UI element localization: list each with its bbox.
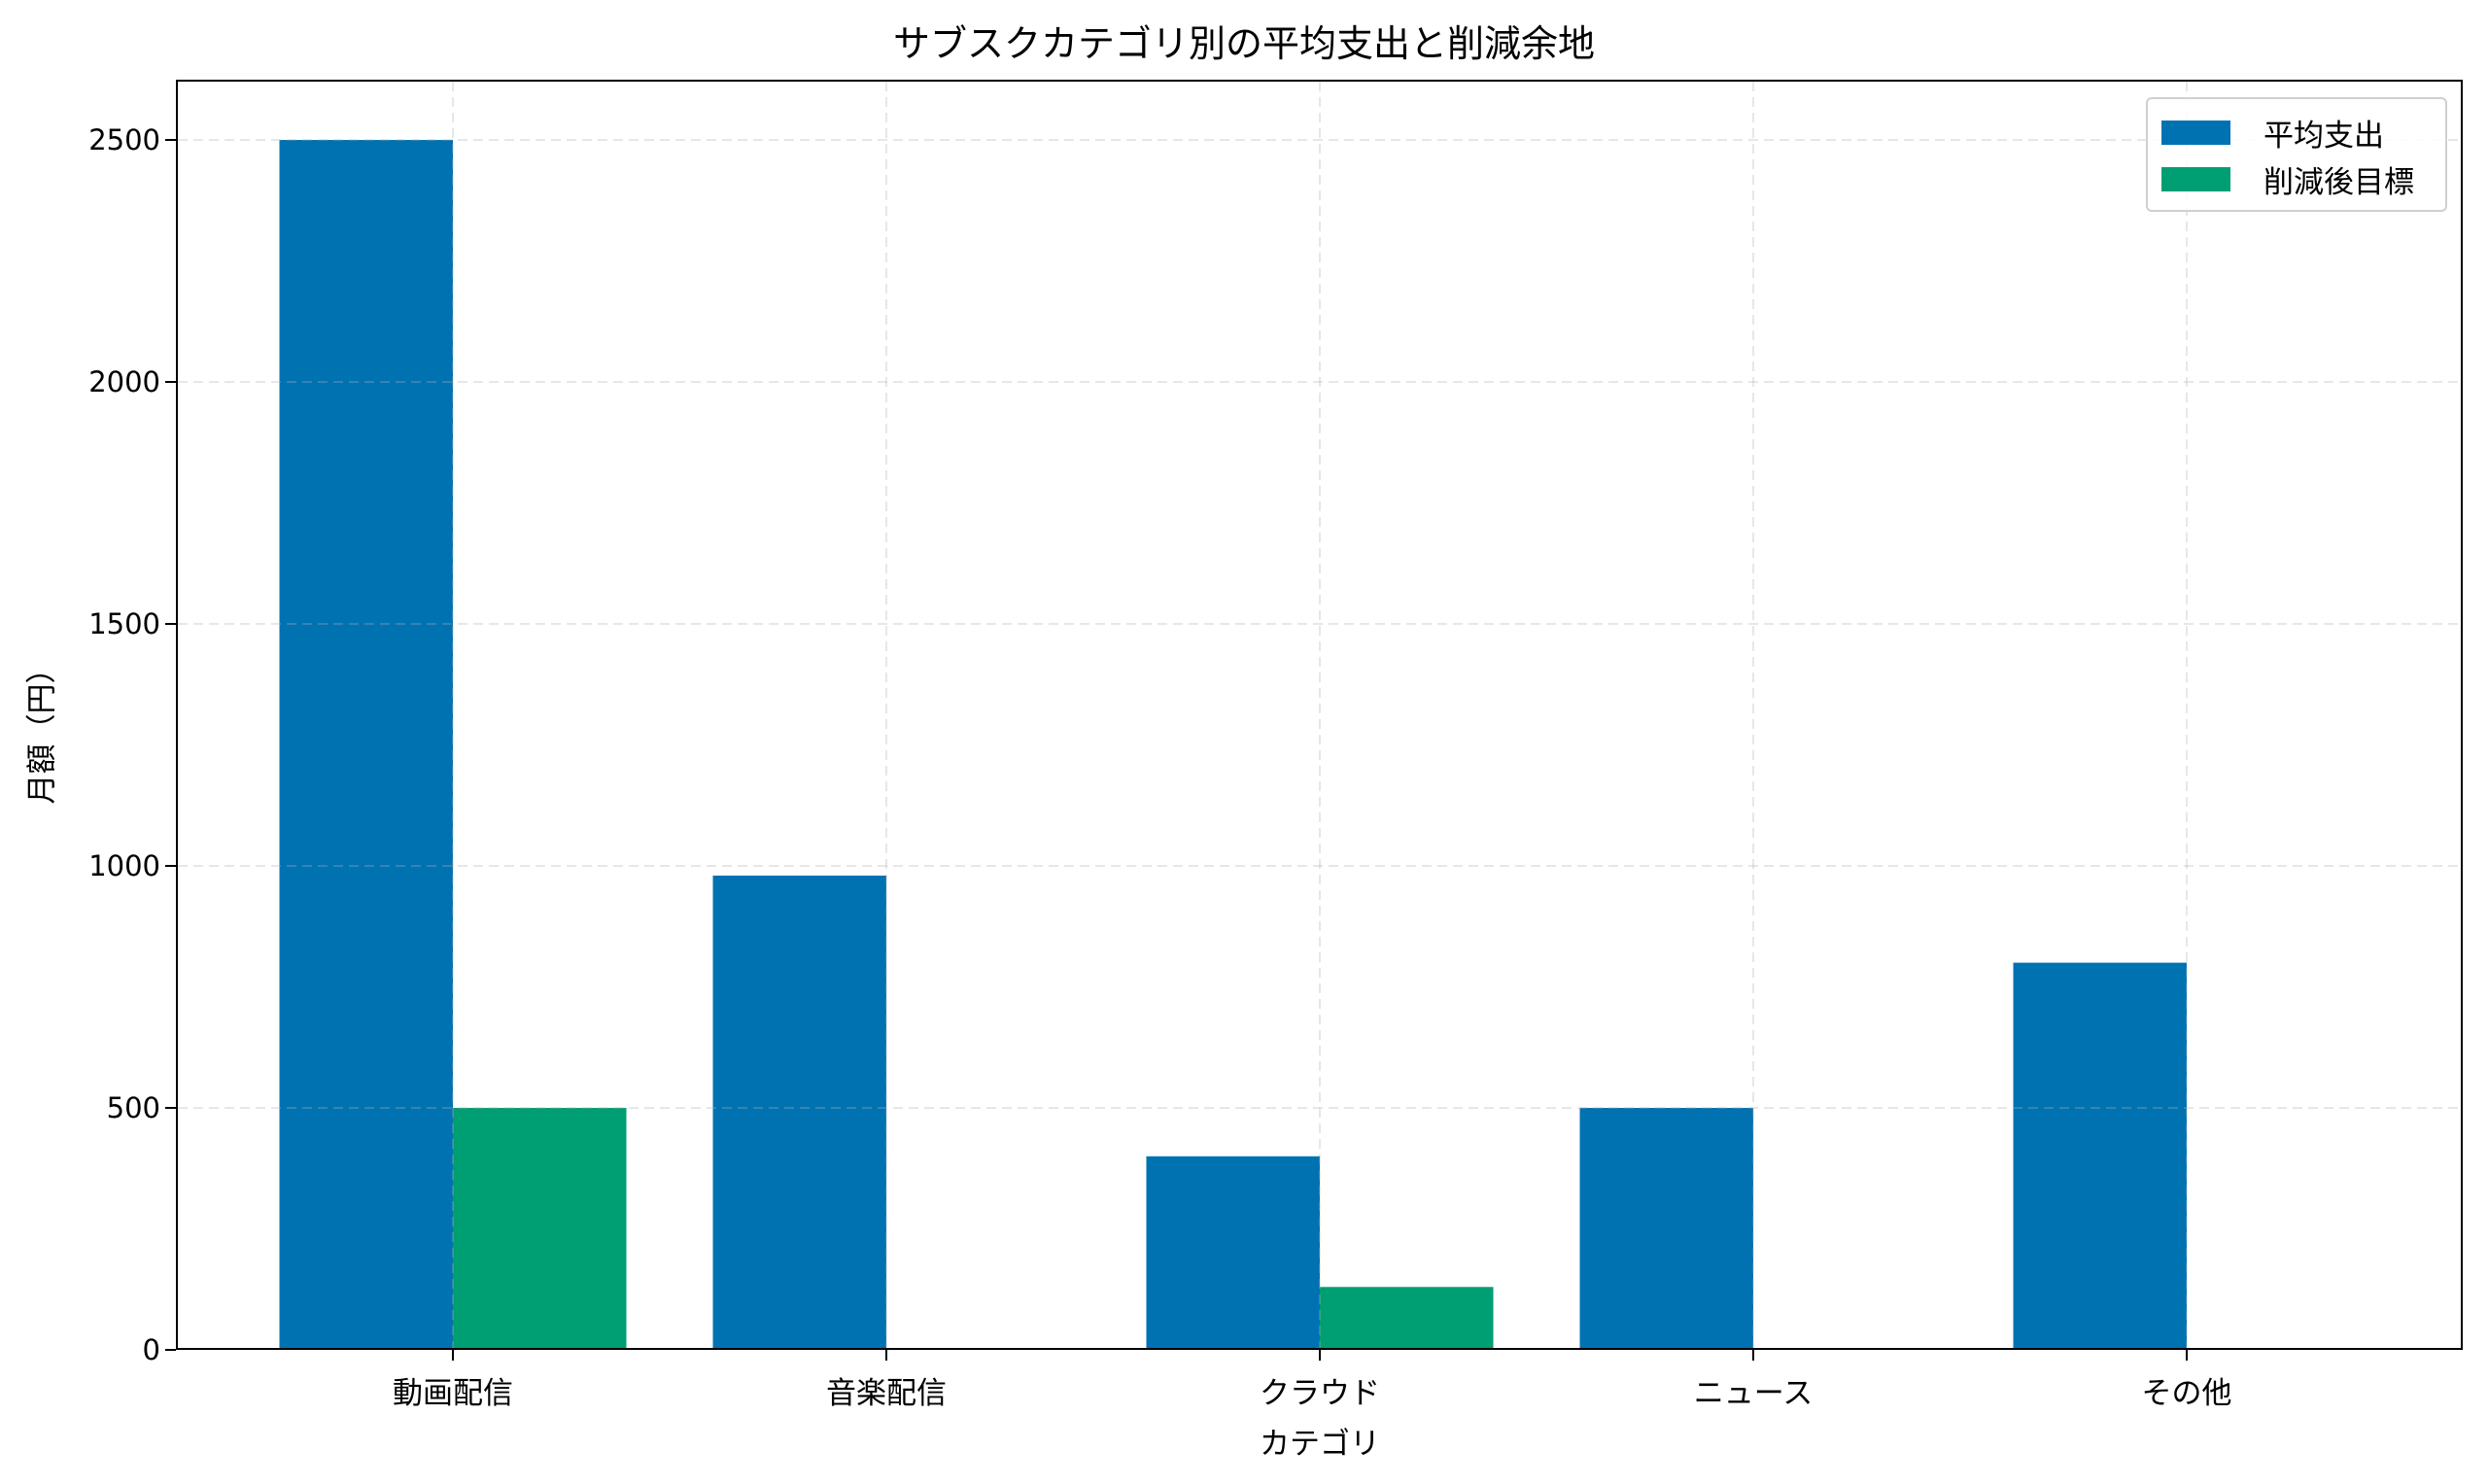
y-tick-label: 2000 [88, 365, 160, 398]
x-tick-label: クラウド [1260, 1376, 1380, 1411]
y-tick-mark [165, 623, 176, 625]
y-tick-mark [165, 139, 176, 141]
x-tick-label: 動画配信 [393, 1376, 513, 1411]
bar-target-2 [1320, 1287, 1494, 1348]
x-tick-label: ニュース [1693, 1376, 1814, 1411]
x-tick-mark [2186, 1350, 2188, 1361]
y-tick-label: 2500 [88, 123, 160, 156]
bar-average-1 [712, 875, 886, 1348]
y-tick-label: 1500 [88, 607, 160, 640]
bars-and-grid [178, 82, 2461, 1348]
plot-area [176, 80, 2463, 1350]
legend: 平均支出 削減後目標 [2146, 97, 2447, 212]
y-tick-label: 1000 [88, 849, 160, 882]
legend-swatch-green [2161, 166, 2230, 191]
chart-title: サブスクカテゴリ別の平均支出と削減余地 [892, 22, 1595, 65]
y-tick-mark [165, 1349, 176, 1351]
y-tick-mark [165, 1107, 176, 1109]
legend-label: 平均支出 [2263, 118, 2384, 154]
x-tick-mark [452, 1350, 454, 1361]
y-axis-label: 月額（円） [24, 653, 60, 805]
bar-average-0 [279, 140, 453, 1348]
legend-item-target-after-cut: 削減後目標 [2161, 159, 2414, 200]
x-tick-mark [1319, 1350, 1321, 1361]
x-tick-label: その他 [2141, 1376, 2232, 1411]
bar-average-4 [2013, 962, 2187, 1348]
legend-label: 削減後目標 [2263, 164, 2414, 200]
bar-average-3 [1579, 1108, 1753, 1348]
y-tick-label: 0 [142, 1333, 160, 1366]
y-tick-mark [165, 381, 176, 383]
bar-target-0 [453, 1108, 627, 1348]
x-tick-mark [1752, 1350, 1754, 1361]
y-tick-label: 500 [106, 1091, 160, 1124]
x-tick-label: 音楽配信 [826, 1376, 947, 1411]
x-tick-mark [885, 1350, 887, 1361]
bar-average-2 [1146, 1156, 1320, 1348]
x-axis-label: カテゴリ [1260, 1427, 1380, 1462]
y-tick-mark [165, 865, 176, 867]
legend-swatch-blue [2161, 120, 2230, 145]
legend-item-average-spend: 平均支出 [2161, 113, 2384, 154]
